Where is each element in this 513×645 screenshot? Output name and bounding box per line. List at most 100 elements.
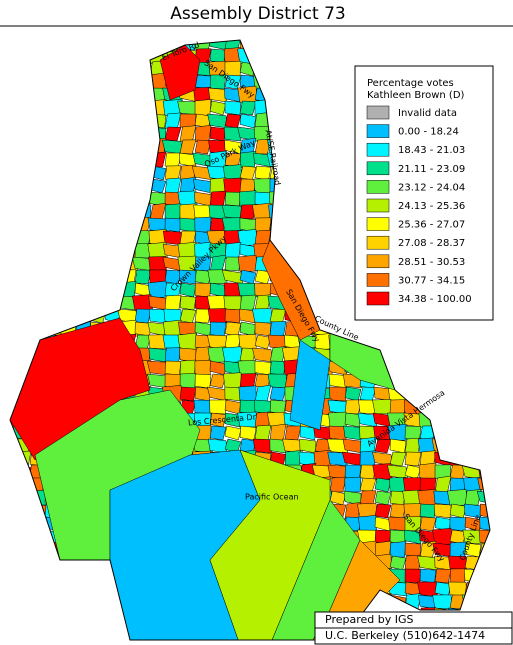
precinct xyxy=(44,139,62,155)
precinct xyxy=(389,451,407,467)
precinct xyxy=(12,152,33,168)
precinct xyxy=(495,374,511,388)
precinct xyxy=(194,359,212,376)
precinct xyxy=(10,61,17,77)
precinct xyxy=(74,308,92,324)
precinct xyxy=(329,48,347,64)
precinct xyxy=(209,399,227,415)
precinct xyxy=(59,60,77,77)
precinct xyxy=(26,568,49,584)
legend-swatch xyxy=(366,291,390,306)
precinct xyxy=(194,99,212,116)
precinct xyxy=(103,606,122,623)
precinct xyxy=(12,216,33,233)
precinct xyxy=(71,112,94,129)
precinct xyxy=(44,152,62,168)
precinct xyxy=(297,216,318,233)
precinct xyxy=(495,309,511,323)
precinct xyxy=(495,517,511,531)
precinct xyxy=(479,346,490,363)
precinct xyxy=(284,450,302,467)
precinct xyxy=(269,386,287,402)
precinct xyxy=(14,541,32,558)
precinct xyxy=(29,152,47,168)
precinct xyxy=(179,308,197,324)
precinct xyxy=(329,476,347,493)
precinct xyxy=(59,242,77,259)
precinct xyxy=(493,269,513,285)
precinct xyxy=(10,360,18,376)
precinct xyxy=(297,113,318,129)
precinct xyxy=(374,438,392,454)
precinct xyxy=(403,321,422,337)
precinct xyxy=(495,217,511,232)
precinct xyxy=(418,411,437,428)
precinct xyxy=(495,153,511,167)
precinct xyxy=(224,399,242,415)
precinct xyxy=(10,594,17,610)
precinct xyxy=(29,542,47,558)
precinct xyxy=(493,191,511,207)
legend-swatch xyxy=(366,142,390,157)
precinct xyxy=(10,477,17,493)
precinct xyxy=(74,126,92,142)
precinct xyxy=(104,112,122,129)
precinct xyxy=(43,73,62,90)
precinct xyxy=(29,202,47,221)
precinct xyxy=(89,151,107,168)
precinct xyxy=(479,334,490,350)
precinct xyxy=(419,540,437,559)
precinct xyxy=(103,217,122,233)
precinct xyxy=(495,595,511,609)
precinct xyxy=(103,126,122,142)
precinct xyxy=(269,423,287,442)
precinct xyxy=(209,100,227,116)
precinct xyxy=(494,321,512,336)
precinct xyxy=(389,40,407,51)
precinct xyxy=(447,412,467,428)
precinct xyxy=(74,100,92,116)
precinct xyxy=(71,633,93,640)
precinct xyxy=(449,503,467,519)
precinct xyxy=(479,424,490,441)
precinct xyxy=(42,607,63,623)
precinct xyxy=(59,594,77,610)
precinct xyxy=(462,321,483,337)
precinct xyxy=(10,295,17,311)
precinct xyxy=(251,308,273,324)
precinct xyxy=(239,100,257,116)
precinct xyxy=(492,126,513,141)
precinct xyxy=(10,269,17,285)
precinct xyxy=(446,334,469,350)
precinct xyxy=(464,347,482,363)
precinct xyxy=(10,347,19,363)
precinct xyxy=(239,190,257,207)
precinct xyxy=(134,308,152,324)
precinct xyxy=(11,294,34,311)
legend-swatch xyxy=(366,198,390,213)
precinct xyxy=(12,607,32,623)
precinct xyxy=(495,35,511,51)
precinct xyxy=(149,40,167,51)
precinct xyxy=(253,178,272,194)
precinct xyxy=(134,74,152,90)
precinct xyxy=(164,217,182,233)
precinct xyxy=(29,580,47,597)
precinct xyxy=(29,48,47,64)
precinct xyxy=(12,308,33,324)
precinct xyxy=(209,126,227,142)
precinct xyxy=(26,256,49,272)
precinct xyxy=(314,204,332,220)
precinct xyxy=(74,282,92,298)
precinct xyxy=(222,346,243,363)
precinct xyxy=(72,137,93,156)
precinct xyxy=(464,373,482,389)
precinct xyxy=(59,581,77,597)
precinct xyxy=(179,125,197,142)
precinct xyxy=(495,543,511,557)
legend-label: 23.12 - 24.04 xyxy=(398,182,465,193)
precinct xyxy=(314,295,332,311)
precinct xyxy=(447,48,468,64)
precinct xyxy=(11,619,33,636)
